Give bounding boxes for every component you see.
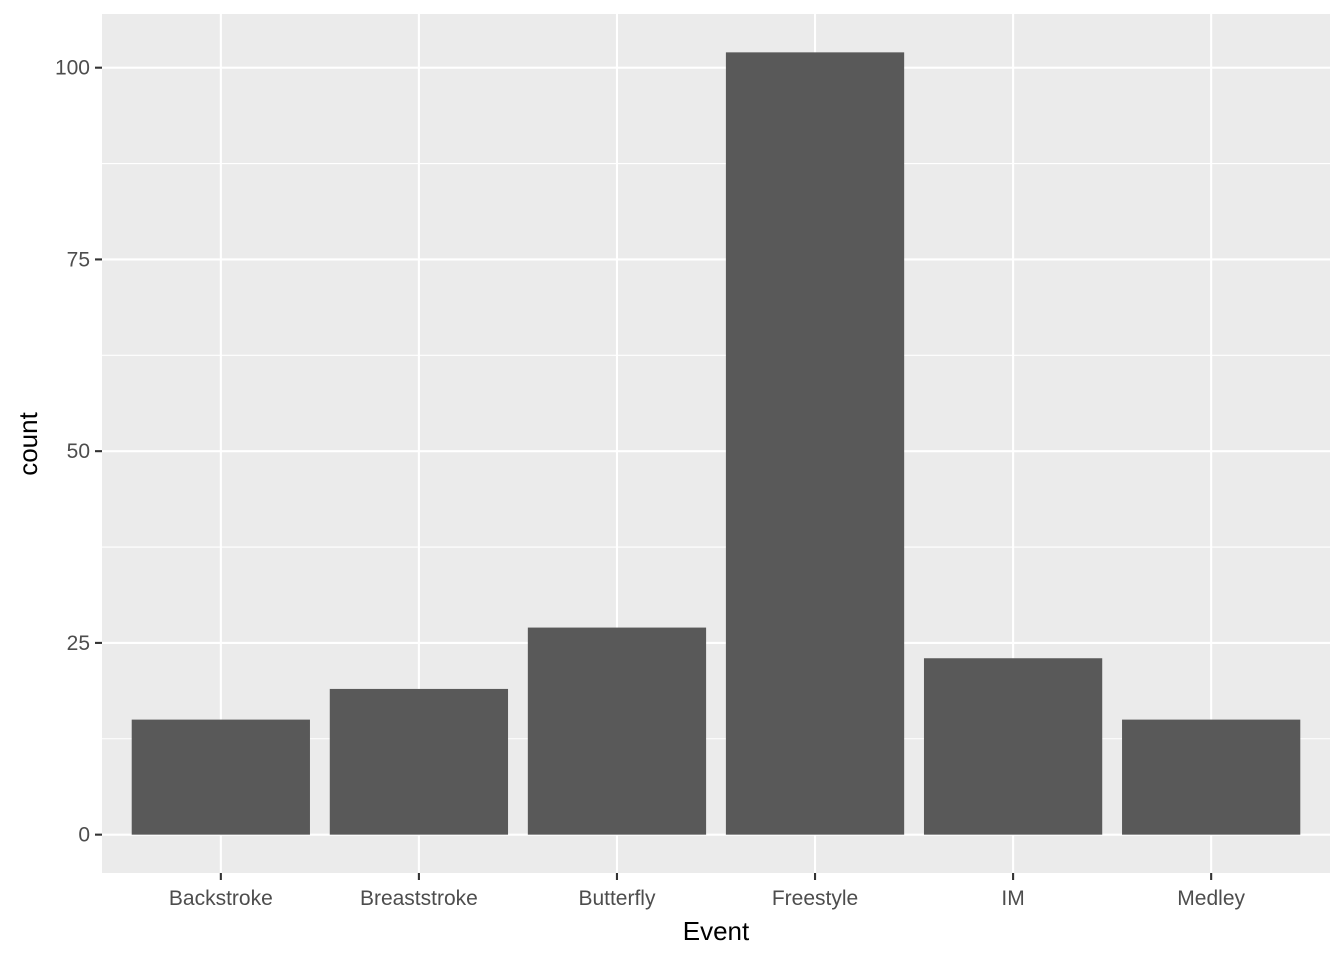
x-tick-label: Freestyle bbox=[772, 887, 858, 910]
axis-ticks bbox=[95, 66, 1213, 880]
x-tick-label: IM bbox=[1001, 887, 1024, 910]
x-tick-label: Breaststroke bbox=[360, 887, 478, 910]
bar-im bbox=[923, 658, 1103, 835]
x-tick-label: Medley bbox=[1177, 887, 1245, 910]
bars bbox=[131, 52, 1301, 835]
x-axis-title: Event bbox=[683, 916, 750, 946]
y-axis-title: count bbox=[13, 411, 43, 475]
bar-backstroke bbox=[131, 719, 310, 835]
y-tick-label: 0 bbox=[78, 824, 90, 847]
y-tick-label: 100 bbox=[55, 57, 90, 80]
y-tick-label: 25 bbox=[67, 632, 90, 655]
bar-breaststroke bbox=[329, 688, 509, 835]
y-tick-label: 50 bbox=[67, 440, 90, 463]
bar-freestyle bbox=[725, 52, 905, 835]
x-tick-label: Backstroke bbox=[169, 887, 273, 910]
bar-butterfly bbox=[527, 627, 707, 835]
x-tick-label: Butterfly bbox=[578, 887, 656, 910]
y-tick-label: 75 bbox=[67, 248, 90, 271]
tick-labels: 0 25 50 75 100 Backstroke Breaststroke Butterfl… bbox=[55, 57, 1246, 910]
bar-medley bbox=[1122, 719, 1301, 835]
